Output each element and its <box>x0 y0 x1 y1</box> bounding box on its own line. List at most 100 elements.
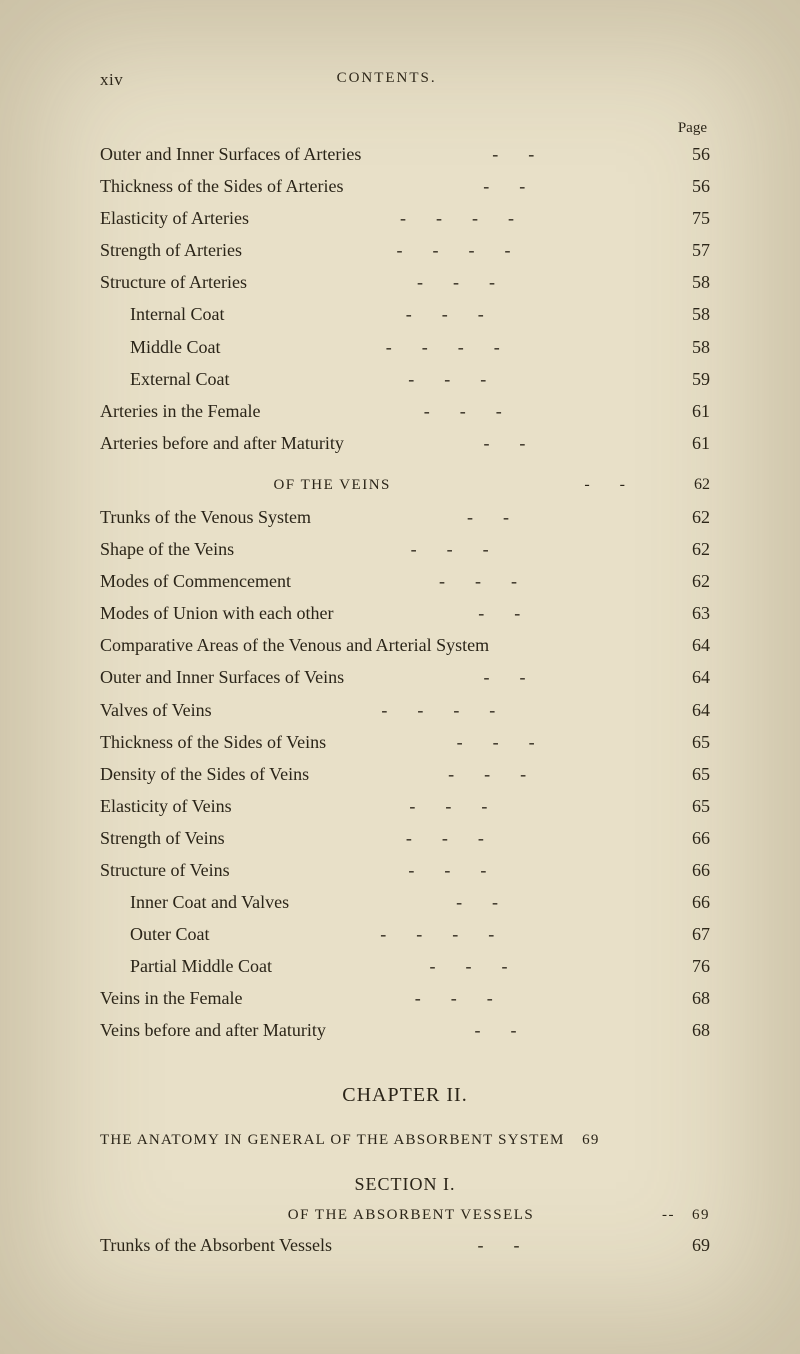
toc-entry-title: Thickness of the Sides of Veins <box>100 729 326 755</box>
toc-entry-title: Comparative Areas of the Venous and Arte… <box>100 632 489 658</box>
leader-dashes: ---- <box>221 334 676 360</box>
toc-entry: Structure of Arteries---58 <box>100 269 710 295</box>
toc-entry-title: Veins before and after Maturity <box>100 1017 326 1043</box>
leader-dashes: -- <box>344 430 675 456</box>
toc-entry-title: Modes of Union with each other <box>100 600 333 626</box>
toc-entry-page: 76 <box>675 953 710 979</box>
chapter-title: CHAPTER II. <box>100 1084 710 1107</box>
leader-dashes: --- <box>230 857 675 883</box>
toc-entry-page: 57 <box>675 237 710 263</box>
toc-entry-page: 62 <box>675 536 710 562</box>
toc-entry-title: Elasticity of Arteries <box>100 205 249 231</box>
toc-entry-page: 56 <box>675 141 710 167</box>
toc-entry-page: 65 <box>675 793 710 819</box>
leader-dashes: ---- <box>212 697 675 723</box>
leader-dashes: -- <box>361 141 675 167</box>
veins-heading-page: 62 <box>675 476 710 494</box>
absorbent-heading-row: OF THE ABSORBENT VESSELS -- 69 <box>100 1207 710 1224</box>
toc-entry-title: Thickness of the Sides of Arteries <box>100 173 343 199</box>
leader-dashes: ---- <box>242 237 675 263</box>
toc-entry: Modes of Commencement---62 <box>100 568 710 594</box>
toc-entry: Modes of Union with each other--63 <box>100 600 710 626</box>
chapter-subtitle-page: 69 <box>565 1132 600 1149</box>
toc-entry-title: Inner Coat and Valves <box>130 889 289 915</box>
toc-entry: Elasticity of Arteries----75 <box>100 205 710 231</box>
leader-dashes: --- <box>272 953 675 979</box>
absorbent-heading-page: 69 <box>675 1207 710 1224</box>
leader-dashes: --- <box>309 761 675 787</box>
toc-entry-page: 67 <box>675 921 710 947</box>
toc-section-veins: Trunks of the Venous System--62Shape of … <box>100 504 710 1044</box>
leader-dashes: --- <box>224 301 675 327</box>
toc-entry-page: 61 <box>675 430 710 456</box>
toc-entry-title: Trunks of the Venous System <box>100 504 311 530</box>
toc-entry: Thickness of the Sides of Veins---65 <box>100 729 710 755</box>
leader-dashes: ---- <box>209 921 675 947</box>
toc-entry-title: Elasticity of Veins <box>100 793 232 819</box>
toc-entry-title: Structure of Veins <box>100 857 230 883</box>
toc-section-arteries: Outer and Inner Surfaces of Arteries--56… <box>100 141 710 456</box>
chapter-subtitle-row: THE ANATOMY IN GENERAL OF THE ABSORBENT … <box>100 1132 710 1149</box>
leader-dashes: -- <box>333 600 675 626</box>
page-header: xiv CONTENTS. <box>100 70 710 90</box>
toc-entry-page: 64 <box>675 697 710 723</box>
toc-entry-page: 62 <box>675 568 710 594</box>
toc-entry-page: 63 <box>675 600 710 626</box>
toc-entry: Outer and Inner Surfaces of Veins--64 <box>100 664 710 690</box>
toc-entry-title: Strength of Arteries <box>100 237 242 263</box>
toc-entry-title: Internal Coat <box>130 301 224 327</box>
toc-entry-page: 58 <box>675 269 710 295</box>
leader-dashes: ---- <box>249 205 675 231</box>
leader-dashes: --- <box>232 793 675 819</box>
leader-dashes: --- <box>229 366 675 392</box>
leader-dashes: -- <box>564 476 675 494</box>
leader-dashes: --- <box>234 536 675 562</box>
toc-entry-page: 69 <box>675 1232 710 1258</box>
leader-dashes: --- <box>260 398 675 424</box>
toc-entry-page: 61 <box>675 398 710 424</box>
page-column-label: Page <box>100 120 710 137</box>
toc-entry-page: 66 <box>675 857 710 883</box>
toc-entry-page: 58 <box>675 334 710 360</box>
veins-heading-row: OF THE VEINS -- 62 <box>100 476 710 494</box>
toc-entry: Inner Coat and Valves--66 <box>100 889 710 915</box>
toc-entry-title: Outer Coat <box>130 921 209 947</box>
toc-entry: Middle Coat----58 <box>100 334 710 360</box>
absorbent-heading-text: OF THE ABSORBENT VESSELS <box>100 1207 662 1224</box>
toc-entry-title: Veins in the Female <box>100 985 242 1011</box>
toc-entry: Outer and Inner Surfaces of Arteries--56 <box>100 141 710 167</box>
toc-entry: Elasticity of Veins---65 <box>100 793 710 819</box>
leader-dashes: -- <box>311 504 675 530</box>
leader-dashes: --- <box>247 269 675 295</box>
toc-entry: Internal Coat---58 <box>100 301 710 327</box>
toc-entry-page: 64 <box>675 664 710 690</box>
toc-entry-page: 59 <box>675 366 710 392</box>
toc-entry: Veins before and after Maturity--68 <box>100 1017 710 1043</box>
toc-entry-page: 66 <box>675 825 710 851</box>
toc-entry: Outer Coat----67 <box>100 921 710 947</box>
toc-entry: Density of the Sides of Veins---65 <box>100 761 710 787</box>
toc-entry-title: Shape of the Veins <box>100 536 234 562</box>
toc-entry: Thickness of the Sides of Arteries--56 <box>100 173 710 199</box>
toc-entry: Shape of the Veins---62 <box>100 536 710 562</box>
toc-entry-title: Strength of Veins <box>100 825 225 851</box>
toc-entry: Veins in the Female---68 <box>100 985 710 1011</box>
leader-dashes: -- <box>289 889 675 915</box>
toc-entry-page: 62 <box>675 504 710 530</box>
toc-entry: Valves of Veins----64 <box>100 697 710 723</box>
toc-entry-title: External Coat <box>130 366 229 392</box>
toc-entry-title: Arteries in the Female <box>100 398 260 424</box>
toc-entry: Comparative Areas of the Venous and Arte… <box>100 632 710 658</box>
leader-dashes: -- <box>662 1207 675 1224</box>
toc-entry: Arteries before and after Maturity--61 <box>100 430 710 456</box>
chapter-subtitle-text: THE ANATOMY IN GENERAL OF THE ABSORBENT … <box>100 1132 565 1149</box>
toc-entry: Strength of Arteries----57 <box>100 237 710 263</box>
toc-entry-title: Arteries before and after Maturity <box>100 430 344 456</box>
toc-entry-title: Partial Middle Coat <box>130 953 272 979</box>
toc-entry: External Coat---59 <box>100 366 710 392</box>
leader-dashes: -- <box>344 664 675 690</box>
toc-entry: Structure of Veins---66 <box>100 857 710 883</box>
toc-entry-title: Outer and Inner Surfaces of Veins <box>100 664 344 690</box>
veins-heading-text: OF THE VEINS <box>100 477 564 494</box>
toc-entry: Arteries in the Female---61 <box>100 398 710 424</box>
